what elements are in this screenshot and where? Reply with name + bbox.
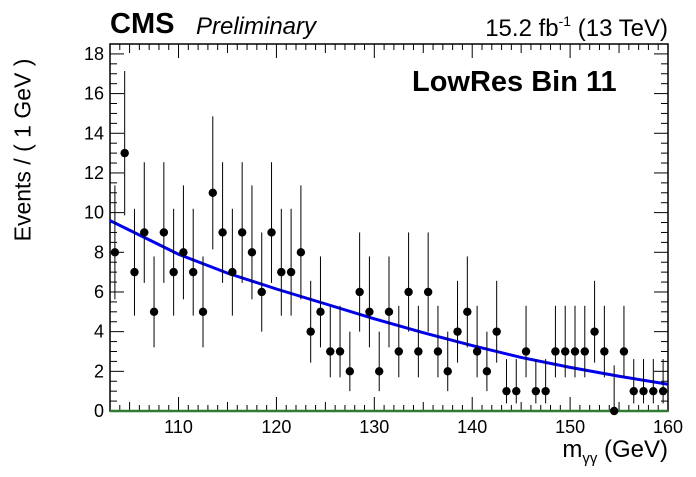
data-point bbox=[384, 307, 394, 317]
data-point bbox=[590, 327, 599, 336]
data-point bbox=[482, 367, 492, 376]
x-tick-label: 150 bbox=[555, 417, 585, 437]
data-point bbox=[130, 267, 139, 277]
y-tick-label: 18 bbox=[84, 44, 104, 64]
lumi-exponent: -1 bbox=[558, 13, 572, 29]
x-axis-label-sub: γγ bbox=[582, 450, 598, 467]
data-point bbox=[198, 307, 208, 317]
data-point bbox=[345, 367, 355, 376]
data-point bbox=[296, 248, 306, 257]
data-point bbox=[443, 367, 452, 376]
x-tick-label: 160 bbox=[653, 417, 683, 437]
y-axis-label: Events / ( 1 GeV ) bbox=[9, 58, 36, 242]
data-point bbox=[237, 228, 247, 237]
data-point bbox=[326, 347, 335, 356]
x-tick-label: 140 bbox=[457, 417, 487, 437]
data-point bbox=[316, 307, 325, 317]
x-axis-label-unit: (GeV) bbox=[597, 436, 668, 463]
data-point bbox=[394, 347, 403, 356]
data-point bbox=[179, 248, 188, 257]
data-point bbox=[257, 287, 266, 297]
data-point bbox=[609, 406, 619, 416]
data-point bbox=[277, 267, 286, 277]
data-point bbox=[355, 287, 364, 297]
data-point bbox=[600, 347, 609, 356]
data-point bbox=[247, 248, 257, 257]
data-point bbox=[228, 267, 237, 277]
experiment-label: CMS bbox=[110, 8, 175, 40]
data-point bbox=[169, 267, 178, 277]
x-axis-label-main: m bbox=[562, 436, 583, 463]
data-point bbox=[159, 228, 169, 237]
y-tick-label: 0 bbox=[94, 401, 104, 421]
data-point bbox=[375, 367, 384, 376]
energy-label: (13 TeV) bbox=[571, 15, 668, 42]
data-point bbox=[306, 327, 315, 336]
x-axis-label: mγγ (GeV) bbox=[562, 436, 668, 467]
y-tick-label: 2 bbox=[94, 361, 104, 381]
y-tick-label: 14 bbox=[84, 123, 104, 143]
data-point bbox=[140, 228, 149, 237]
data-point bbox=[658, 386, 668, 396]
data-point bbox=[551, 347, 560, 356]
data-point bbox=[365, 307, 374, 317]
data-point bbox=[629, 386, 638, 396]
category-annotation: LowRes Bin 11 bbox=[412, 66, 617, 98]
preliminary-label: Preliminary bbox=[196, 13, 317, 40]
data-point bbox=[120, 148, 129, 158]
y-tick-label: 12 bbox=[84, 163, 104, 183]
data-point bbox=[286, 267, 296, 277]
data-point bbox=[502, 386, 511, 396]
data-point bbox=[463, 307, 472, 317]
data-point bbox=[208, 188, 217, 197]
y-tick-label: 6 bbox=[94, 282, 104, 302]
x-tick-label: 130 bbox=[359, 417, 389, 437]
data-point bbox=[414, 347, 423, 356]
data-point bbox=[433, 347, 443, 356]
data-point bbox=[453, 327, 462, 336]
data-point bbox=[561, 347, 570, 356]
data-point bbox=[521, 347, 531, 356]
luminosity-label: 15.2 fb-1 (13 TeV) bbox=[485, 13, 668, 43]
data-point bbox=[649, 386, 658, 396]
data-point bbox=[492, 327, 501, 336]
data-point bbox=[639, 386, 648, 396]
data-point bbox=[267, 228, 276, 237]
data-point bbox=[619, 347, 629, 356]
data-point bbox=[580, 347, 589, 356]
data-point bbox=[335, 347, 345, 356]
y-tick-label: 4 bbox=[94, 322, 104, 342]
data-point bbox=[423, 287, 433, 297]
data-point bbox=[404, 287, 413, 297]
data-point bbox=[218, 228, 227, 237]
lumi-value: 15.2 fb bbox=[485, 15, 559, 42]
y-tick-label: 8 bbox=[94, 242, 104, 262]
data-point bbox=[531, 386, 541, 396]
y-tick-label: 16 bbox=[84, 84, 104, 104]
data-point bbox=[189, 267, 198, 277]
x-tick-label: 110 bbox=[164, 417, 193, 437]
data-point bbox=[472, 347, 482, 356]
data-point bbox=[541, 386, 550, 396]
x-tick-label: 120 bbox=[261, 417, 291, 437]
data-point bbox=[110, 248, 120, 257]
data-point bbox=[149, 307, 159, 317]
y-tick-label: 10 bbox=[84, 203, 104, 223]
data-point bbox=[512, 386, 521, 396]
data-point bbox=[570, 347, 580, 356]
